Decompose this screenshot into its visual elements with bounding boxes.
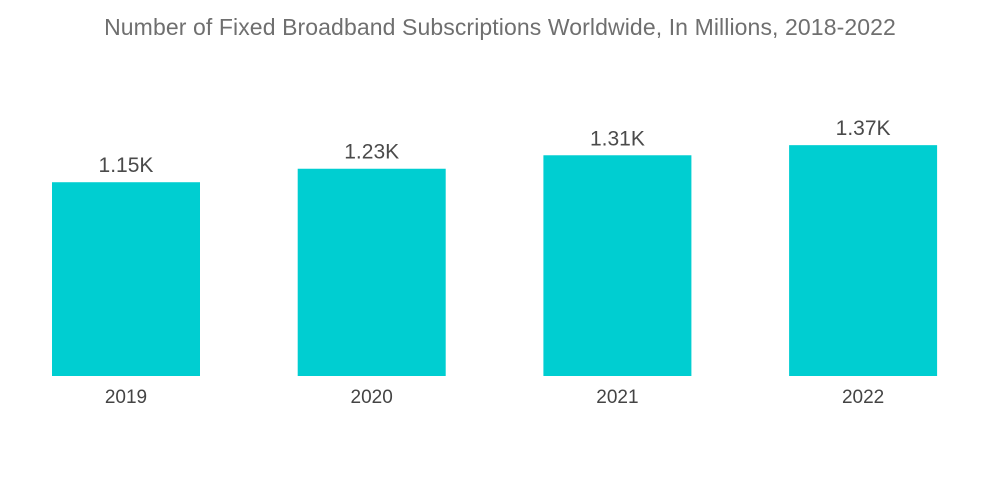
bar-2021	[543, 155, 692, 376]
value-label-2020: 1.23K	[344, 141, 399, 164]
x-tick-label-2021: 2021	[596, 387, 638, 408]
bars-group	[52, 145, 938, 376]
chart-title: Number of Fixed Broadband Subscriptions …	[104, 14, 896, 40]
x-tick-label-2022: 2022	[842, 387, 884, 408]
value-label-2022: 1.37K	[836, 117, 891, 140]
value-labels-group: 1.15K 1.23K 1.31K 1.37K	[99, 117, 891, 177]
x-tick-label-2019: 2019	[105, 387, 147, 408]
value-label-2019: 1.15K	[99, 154, 154, 177]
x-tick-label-2020: 2020	[351, 387, 393, 408]
bar-2022	[789, 145, 938, 376]
bar-2019	[52, 182, 200, 376]
value-label-2021: 1.31K	[590, 127, 645, 150]
bar-2020	[297, 168, 446, 376]
x-axis-tick-labels: 2019 2020 2021 2022	[105, 387, 884, 408]
